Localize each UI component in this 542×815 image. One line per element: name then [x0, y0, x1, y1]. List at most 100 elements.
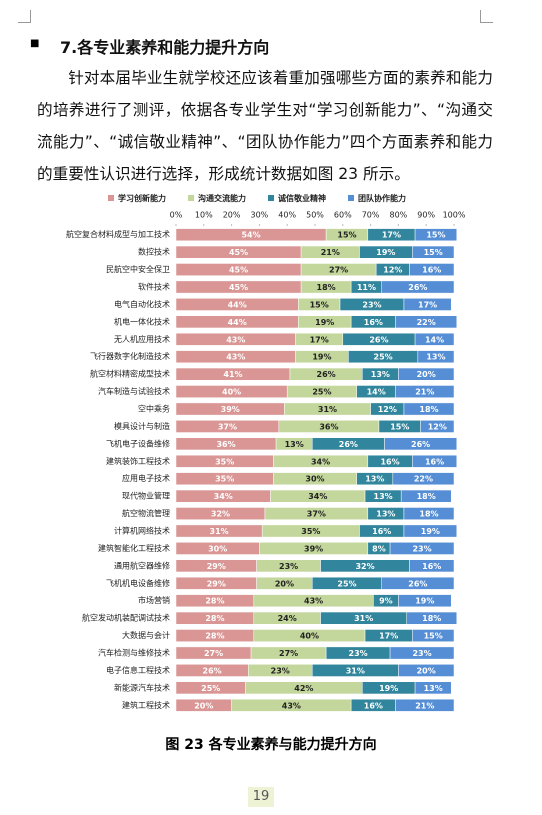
value-label: 37% [218, 422, 237, 431]
value-label: 45% [229, 248, 248, 257]
value-label: 34% [214, 492, 233, 501]
value-label: 26% [408, 579, 427, 588]
value-label: 19% [315, 318, 334, 327]
value-label: 18% [419, 405, 438, 414]
legend-label: 团队协作能力 [358, 193, 406, 203]
value-label: 16% [422, 266, 441, 275]
x-tick-label: 30% [251, 211, 269, 220]
value-label: 22% [414, 475, 433, 484]
legend-swatch [188, 195, 194, 201]
category-label: 航空材料精密成型技术 [90, 369, 170, 379]
bar-segment [412, 245, 455, 259]
value-label: 14% [425, 335, 444, 344]
value-label: 16% [372, 527, 391, 536]
value-label: 19% [421, 527, 440, 536]
bar-segment [414, 332, 455, 346]
bar-segment [403, 402, 455, 416]
category-label: 软件技术 [138, 282, 170, 292]
value-label: 12% [428, 422, 447, 431]
value-label: 29% [207, 562, 226, 571]
category-label: 建筑智能化工程技术 [98, 543, 170, 553]
value-label: 15% [390, 422, 409, 431]
bar-segment [403, 298, 452, 311]
category-label: 新能源汽车技术 [114, 682, 170, 692]
value-label: 43% [226, 353, 245, 362]
value-label: 15% [424, 248, 443, 257]
bullet: ■ [30, 38, 40, 49]
value-label: 54% [241, 231, 260, 240]
value-label: 26% [203, 666, 222, 675]
value-label: 9% [379, 597, 393, 606]
value-label: 43% [304, 597, 323, 606]
category-label: 计算机网络技术 [114, 526, 170, 536]
value-label: 45% [229, 283, 248, 292]
bar-segment [389, 646, 455, 660]
value-label: 13% [374, 492, 393, 501]
value-label: 25% [201, 684, 220, 693]
value-label: 15% [310, 300, 329, 309]
value-label: 32% [355, 562, 374, 571]
value-label: 24% [278, 614, 297, 623]
category-label: 飞机电子设备维修 [106, 438, 170, 448]
value-label: 39% [304, 544, 323, 553]
bar-segment [398, 367, 455, 381]
value-label: 16% [425, 457, 444, 466]
value-label: 13% [376, 510, 395, 519]
value-label: 29% [207, 579, 226, 588]
value-label: 34% [308, 492, 327, 501]
figure-caption: 图 23 各专业素养与能力提升方向 [165, 737, 377, 753]
category-label: 飞行器数字化制造技术 [90, 351, 170, 361]
value-label: 37% [307, 510, 326, 519]
bar-segment [395, 315, 458, 329]
legend-label: 诚信敬业精神 [278, 193, 326, 203]
category-label: 数控技术 [138, 247, 170, 257]
bar-segment [414, 681, 452, 695]
value-label: 17% [418, 300, 437, 309]
value-label: 36% [319, 422, 338, 431]
value-label: 35% [215, 457, 234, 466]
x-tick-label: 100% [443, 211, 466, 220]
x-tick-label: 60% [334, 211, 352, 220]
value-label: 25% [337, 579, 356, 588]
value-label: 16% [364, 701, 383, 710]
value-label: 13% [424, 684, 443, 693]
value-label: 19% [312, 353, 331, 362]
legend-swatch [348, 195, 354, 201]
value-label: 13% [371, 370, 390, 379]
value-label: 15% [424, 632, 443, 641]
value-label: 32% [211, 510, 230, 519]
value-label: 22% [417, 318, 436, 327]
value-label: 23% [412, 649, 431, 658]
value-label: 42% [294, 684, 313, 693]
value-label: 27% [204, 649, 223, 658]
value-label: 18% [417, 492, 436, 501]
bar-segment [398, 594, 452, 608]
value-label: 36% [216, 440, 235, 449]
bar-segment [395, 385, 455, 398]
value-label: 31% [354, 614, 373, 623]
value-label: 44% [228, 300, 247, 309]
x-tick-label: 80% [390, 211, 408, 220]
value-label: 27% [279, 649, 298, 658]
value-label: 30% [208, 544, 227, 553]
value-label: 26% [408, 283, 427, 292]
category-label: 航空发动机装配调试技术 [82, 613, 170, 623]
legend-label: 学习创新能力 [118, 193, 166, 203]
value-label: 26% [411, 440, 430, 449]
bar-segment [409, 559, 455, 573]
value-label: 35% [301, 527, 320, 536]
category-label: 大数据与会计 [122, 630, 170, 640]
category-label: 汽车制造与试验技术 [98, 386, 170, 396]
bar-segment [400, 489, 452, 503]
value-label: 16% [422, 562, 441, 571]
category-label: 民航空中安全保卫 [106, 264, 170, 274]
value-label: 21% [415, 701, 434, 710]
legend-swatch [108, 195, 114, 201]
bar-segment [403, 524, 458, 538]
value-label: 21% [321, 248, 340, 257]
bar-segment [395, 698, 455, 712]
value-label: 20% [194, 701, 213, 710]
bar-segment [409, 263, 455, 276]
value-label: 8% [372, 544, 386, 553]
